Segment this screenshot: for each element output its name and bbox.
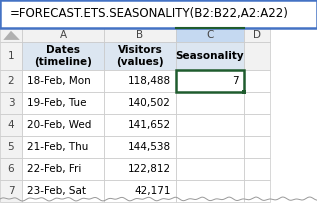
Bar: [0, 0, 317, 28]
Bar: [176, 42, 244, 70]
Text: 22-Feb, Fri: 22-Feb, Fri: [27, 164, 81, 174]
Bar: [176, 180, 244, 202]
Bar: [176, 70, 244, 92]
Bar: [244, 28, 270, 42]
Bar: [22, 114, 104, 136]
Bar: [0, 28, 22, 42]
Text: 20-Feb, Wed: 20-Feb, Wed: [27, 120, 91, 130]
Text: 6: 6: [8, 164, 14, 174]
Bar: [244, 136, 270, 158]
Text: 144,538: 144,538: [128, 142, 171, 152]
Bar: [0, 180, 22, 202]
Bar: [104, 180, 176, 202]
Text: Seasonality: Seasonality: [176, 51, 244, 61]
Bar: [104, 70, 176, 92]
Text: B: B: [136, 30, 144, 40]
Bar: [176, 92, 244, 114]
Bar: [0, 136, 22, 158]
Bar: [176, 28, 244, 42]
Bar: [0, 92, 22, 114]
Text: =FORECAST.ETS.SEASONALITY(B2:B22,A2:A22): =FORECAST.ETS.SEASONALITY(B2:B22,A2:A22): [10, 7, 289, 21]
Bar: [22, 180, 104, 202]
Bar: [242, 90, 246, 94]
Bar: [244, 158, 270, 180]
Bar: [176, 136, 244, 158]
Bar: [0, 114, 22, 136]
Text: 140,502: 140,502: [128, 98, 171, 108]
Text: Dates
(timeline): Dates (timeline): [34, 45, 92, 67]
Text: C: C: [206, 30, 214, 40]
Bar: [244, 92, 270, 114]
Text: 141,652: 141,652: [128, 120, 171, 130]
Bar: [104, 158, 176, 180]
Bar: [104, 42, 176, 70]
Bar: [244, 180, 270, 202]
Bar: [244, 70, 270, 92]
Bar: [22, 42, 104, 70]
Bar: [176, 114, 244, 136]
Text: 42,171: 42,171: [134, 186, 171, 196]
Bar: [22, 136, 104, 158]
Bar: [104, 28, 176, 42]
Text: 23-Feb, Sat: 23-Feb, Sat: [27, 186, 86, 196]
Bar: [104, 136, 176, 158]
Bar: [244, 42, 270, 70]
Bar: [22, 92, 104, 114]
Bar: [104, 114, 176, 136]
Text: 21-Feb, Thu: 21-Feb, Thu: [27, 142, 88, 152]
Text: 18-Feb, Mon: 18-Feb, Mon: [27, 76, 91, 86]
Text: 5: 5: [8, 142, 14, 152]
Text: 122,812: 122,812: [128, 164, 171, 174]
Bar: [104, 92, 176, 114]
Bar: [22, 158, 104, 180]
Text: D: D: [253, 30, 261, 40]
Bar: [0, 158, 22, 180]
Text: 4: 4: [8, 120, 14, 130]
Text: 7: 7: [232, 76, 239, 86]
Text: 1: 1: [8, 51, 14, 61]
Polygon shape: [3, 31, 20, 40]
Text: Visitors
(values): Visitors (values): [116, 45, 164, 67]
Text: 2: 2: [8, 76, 14, 86]
Text: 3: 3: [8, 98, 14, 108]
Text: 7: 7: [8, 186, 14, 196]
Bar: [176, 158, 244, 180]
Text: 19-Feb, Tue: 19-Feb, Tue: [27, 98, 87, 108]
Bar: [244, 114, 270, 136]
Text: 118,488: 118,488: [128, 76, 171, 86]
Bar: [22, 28, 104, 42]
Bar: [0, 70, 22, 92]
Bar: [0, 42, 22, 70]
Text: A: A: [60, 30, 67, 40]
Bar: [22, 70, 104, 92]
